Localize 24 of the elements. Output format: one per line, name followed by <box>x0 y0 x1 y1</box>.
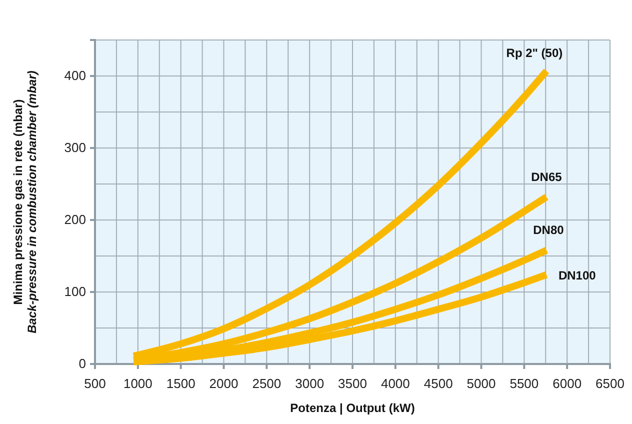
y-axis-title: Minima pressione gas in rete (mbar) Back-pressure in combustion chamber (mbar) <box>11 70 39 334</box>
series-label: Rp 2" (50) <box>506 46 563 60</box>
y-tick-label: 100 <box>64 284 86 300</box>
x-tick-label: 4000 <box>380 376 410 392</box>
y-tick-label: 200 <box>64 212 86 228</box>
y-tick-label: 400 <box>64 68 86 84</box>
x-tick-label: 5000 <box>466 376 496 392</box>
x-tick-label: 6500 <box>596 376 624 392</box>
x-tick-label: 1500 <box>166 376 196 392</box>
x-tick-label: 6000 <box>552 376 582 392</box>
x-tick-label: 3500 <box>338 376 367 392</box>
series-label: DN100 <box>558 268 596 283</box>
x-tick-label: 500 <box>84 376 106 392</box>
x-tick-label: 2000 <box>209 376 238 392</box>
series-label: DN65 <box>531 170 562 184</box>
x-tick-label: 3000 <box>295 376 324 392</box>
x-tick-label: 2500 <box>252 376 282 392</box>
x-tick-label: 1000 <box>123 376 152 392</box>
x-tick-label: 4500 <box>424 376 453 392</box>
y-tick-label: 0 <box>78 356 86 372</box>
x-tick-label: 5500 <box>510 376 539 392</box>
y-tick-label: 300 <box>64 140 86 156</box>
series-label: DN80 <box>533 223 564 238</box>
x-axis-title: Potenza | Output (kW) <box>290 401 415 415</box>
